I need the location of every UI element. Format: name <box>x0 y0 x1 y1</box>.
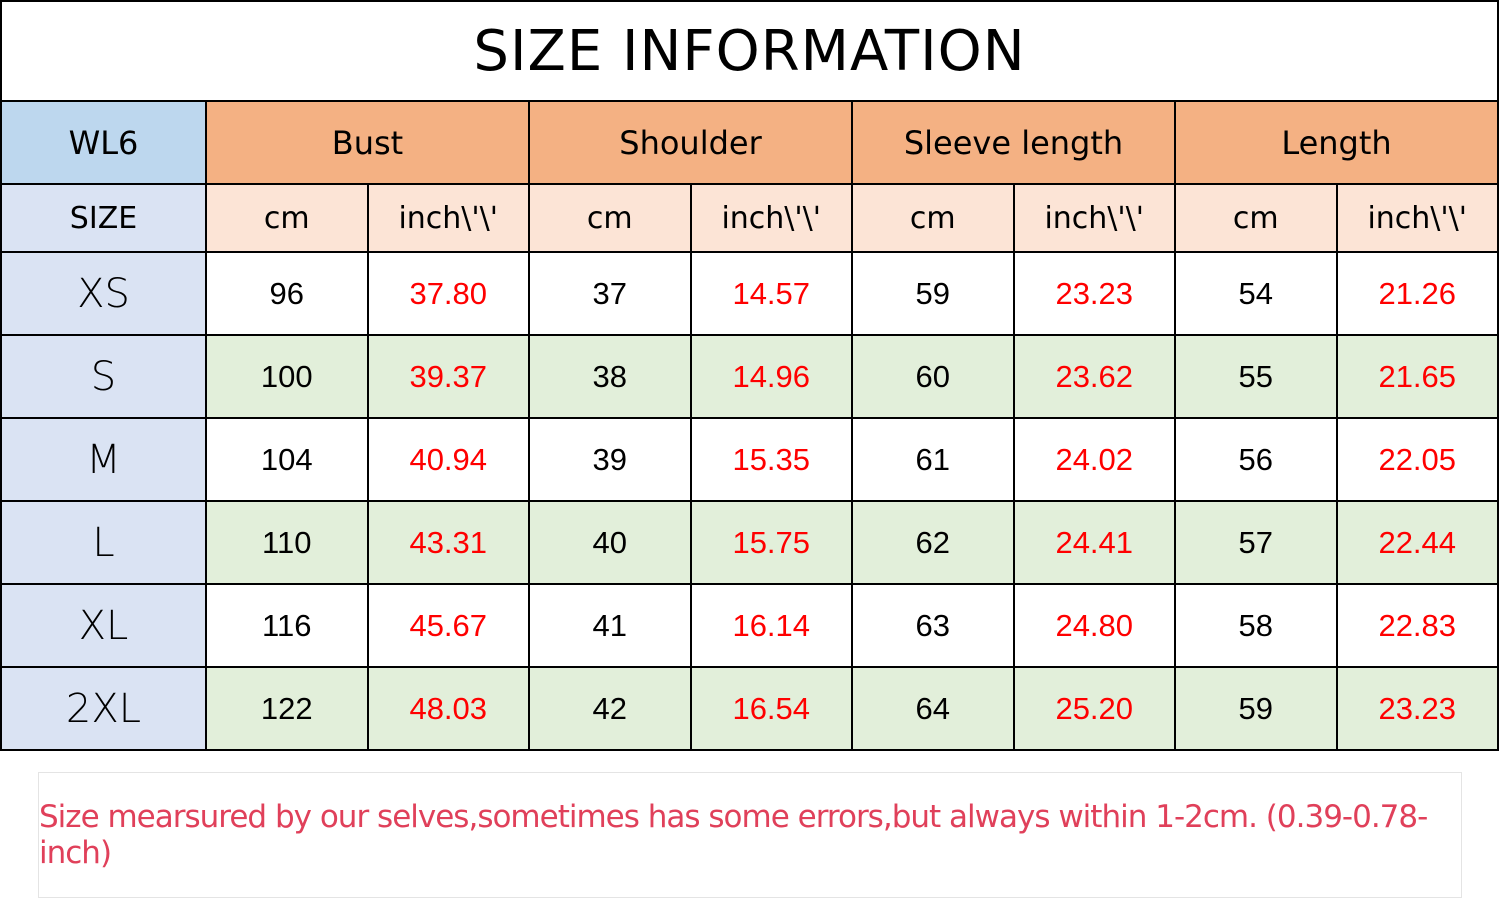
cm-value: 39 <box>528 417 692 502</box>
size-cell: XS <box>0 251 207 336</box>
inch-value: 24.41 <box>1012 500 1176 585</box>
inch-value: 15.75 <box>689 500 853 585</box>
page-title: SIZE INFORMATION <box>0 0 1499 102</box>
inch-value: 16.14 <box>689 583 853 668</box>
model-header: WL6 <box>0 100 207 185</box>
cm-value: 110 <box>205 500 369 585</box>
cm-value: 41 <box>528 583 692 668</box>
inch-value: 22.83 <box>1335 583 1499 668</box>
cm-value: 40 <box>528 500 692 585</box>
cm-value: 59 <box>851 251 1015 336</box>
inch-value: 23.62 <box>1012 334 1176 419</box>
cm-value: 58 <box>1174 583 1338 668</box>
cm-value: 54 <box>1174 251 1338 336</box>
inch-value: 16.54 <box>689 666 853 751</box>
size-cell: XL <box>0 583 207 668</box>
cm-value: 122 <box>205 666 369 751</box>
header-sleeve-length: Sleeve length <box>851 100 1176 185</box>
size-cell: M <box>0 417 207 502</box>
table-row: S 100 39.37 38 14.96 60 23.62 55 21.65 <box>0 334 1499 419</box>
unit-inch: inch\'\' <box>1335 183 1499 253</box>
inch-value: 22.05 <box>1335 417 1499 502</box>
inch-value: 39.37 <box>366 334 530 419</box>
table-row: 2XL 122 48.03 42 16.54 64 25.20 59 23.23 <box>0 666 1499 751</box>
size-table: SIZE INFORMATION WL6 Bust Shoulder Sleev… <box>0 0 1499 751</box>
table-row: M 104 40.94 39 15.35 61 24.02 56 22.05 <box>0 417 1499 502</box>
inch-value: 25.20 <box>1012 666 1176 751</box>
inch-value: 24.02 <box>1012 417 1176 502</box>
inch-value: 14.57 <box>689 251 853 336</box>
unit-inch: inch\'\' <box>1012 183 1176 253</box>
unit-cm: cm <box>851 183 1015 253</box>
size-cell: 2XL <box>0 666 207 751</box>
header-bust: Bust <box>205 100 530 185</box>
inch-value: 22.44 <box>1335 500 1499 585</box>
unit-inch: inch\'\' <box>366 183 530 253</box>
inch-value: 43.31 <box>366 500 530 585</box>
cm-value: 116 <box>205 583 369 668</box>
cm-value: 104 <box>205 417 369 502</box>
header-shoulder: Shoulder <box>528 100 853 185</box>
cm-value: 62 <box>851 500 1015 585</box>
inch-value: 48.03 <box>366 666 530 751</box>
inch-value: 24.80 <box>1012 583 1176 668</box>
unit-inch: inch\'\' <box>689 183 853 253</box>
header-length: Length <box>1174 100 1499 185</box>
inch-value: 23.23 <box>1335 666 1499 751</box>
cm-value: 59 <box>1174 666 1338 751</box>
cm-value: 57 <box>1174 500 1338 585</box>
cm-value: 38 <box>528 334 692 419</box>
cm-value: 100 <box>205 334 369 419</box>
size-cell: S <box>0 334 207 419</box>
cm-value: 64 <box>851 666 1015 751</box>
cm-value: 55 <box>1174 334 1338 419</box>
inch-value: 21.65 <box>1335 334 1499 419</box>
cm-value: 61 <box>851 417 1015 502</box>
inch-value: 21.26 <box>1335 251 1499 336</box>
size-header: SIZE <box>0 183 207 253</box>
unit-cm: cm <box>1174 183 1338 253</box>
table-row: XS 96 37.80 37 14.57 59 23.23 54 21.26 <box>0 251 1499 336</box>
cm-value: 60 <box>851 334 1015 419</box>
unit-cm: cm <box>528 183 692 253</box>
cm-value: 42 <box>528 666 692 751</box>
table-row: L 110 43.31 40 15.75 62 24.41 57 22.44 <box>0 500 1499 585</box>
inch-value: 23.23 <box>1012 251 1176 336</box>
cm-value: 63 <box>851 583 1015 668</box>
inch-value: 14.96 <box>689 334 853 419</box>
inch-value: 40.94 <box>366 417 530 502</box>
measurement-note: Size mearsured by our selves,sometimes h… <box>38 772 1462 898</box>
cm-value: 96 <box>205 251 369 336</box>
unit-cm: cm <box>205 183 369 253</box>
inch-value: 15.35 <box>689 417 853 502</box>
inch-value: 37.80 <box>366 251 530 336</box>
table-row: XL 116 45.67 41 16.14 63 24.80 58 22.83 <box>0 583 1499 668</box>
inch-value: 45.67 <box>366 583 530 668</box>
cm-value: 56 <box>1174 417 1338 502</box>
size-cell: L <box>0 500 207 585</box>
cm-value: 37 <box>528 251 692 336</box>
